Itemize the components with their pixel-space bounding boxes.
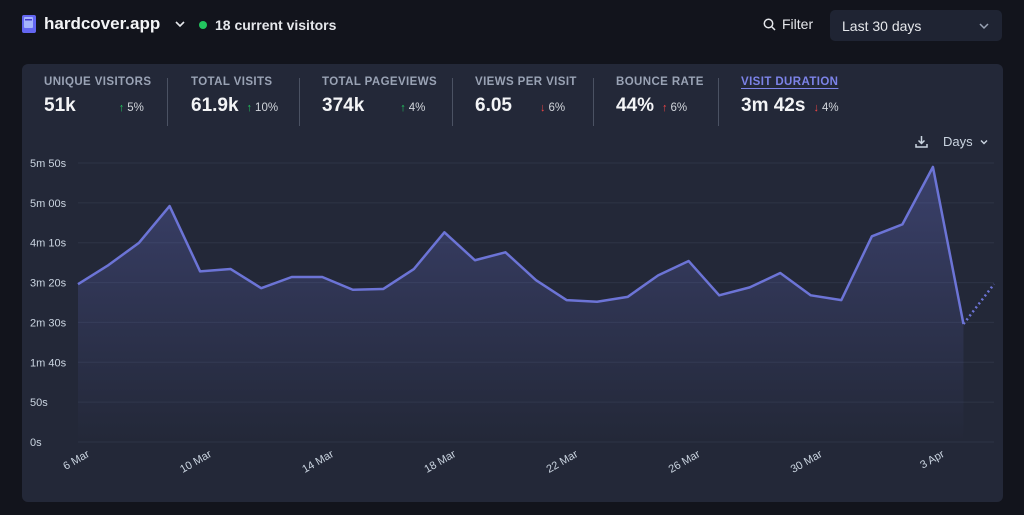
chevron-down-icon [175,21,185,28]
chevron-down-icon [980,139,988,144]
metric-change-value: 10% [255,102,279,114]
arrow-down-icon: ↓ [539,102,546,114]
y-tick-label: 4m 10s [30,238,67,250]
metric-value: 3m 42s [741,95,806,116]
site-name: hardcover.app [44,14,161,33]
metric-total-visits[interactable]: TOTAL VISITS 61.9k ↑ 10% [191,76,278,128]
metric-value: 51k [44,95,76,116]
interval-select[interactable]: Days [943,134,989,149]
x-tick-label: 22 Mar [544,448,580,476]
chart-tools: Days [914,134,989,149]
metric-label: TOTAL PAGEVIEWS [322,76,438,88]
y-tick-label: 2m 30s [30,317,67,329]
metric-divider [452,78,453,126]
x-tick-label: 3 Apr [918,448,947,471]
filter-label: Filter [782,16,814,32]
metric-change-value: 6% [548,102,566,114]
y-tick-label: 0s [30,437,42,449]
metric-change: ↑ 10% [247,102,279,114]
metric-label: VISIT DURATION [741,76,839,88]
x-tick-label: 26 Mar [667,448,703,476]
filter-button[interactable]: Filter [763,16,813,32]
arrow-up-icon: ↑ [246,102,253,114]
chevron-down-icon [979,22,989,29]
download-icon[interactable] [914,134,929,149]
x-tick-label: 14 Mar [300,448,336,476]
series-line [77,165,965,325]
metric-divider [593,78,594,126]
metric-label: TOTAL VISITS [191,76,273,88]
metric-total-pageviews[interactable]: TOTAL PAGEVIEWS 374k ↑ 4% [322,76,437,128]
metric-label: UNIQUE VISITORS [44,76,152,88]
date-range-select[interactable]: Last 30 days [830,10,1002,41]
metric-change: ↑ 4% [400,102,425,114]
metric-change: ↓ 6% [540,102,565,114]
arrow-down-icon: ↓ [813,102,819,114]
arrow-up-icon: ↑ [400,102,406,114]
x-tick-label: 6 Mar [61,448,92,473]
x-tick-label: 30 Mar [789,448,825,476]
series-area [78,166,964,442]
metric-value: 61.9k [191,95,239,116]
metric-value: 374k [322,95,365,116]
metric-divider [167,78,168,126]
metric-change-value: 4% [408,102,426,114]
series-line-incomplete [962,283,995,325]
metric-value: 6.05 [475,95,512,116]
y-tick-label: 1m 40s [30,357,67,369]
metric-label: VIEWS PER VISIT [475,76,577,88]
metric-visit-duration[interactable]: VISIT DURATION 3m 42s ↓ 4% [741,76,839,128]
arrow-up-icon: ↑ [662,102,668,114]
visit-duration-chart: 0s 50s 1m 40s 2m 30s 3m 20s 4m 10s 5m 00s 5m 50… [30,158,995,476]
arrow-up-icon: ↑ [118,102,125,114]
metric-divider [299,78,300,126]
metric-change: ↑ 6% [662,102,687,114]
metric-value: 44% [616,95,655,116]
metric-change-value: 5% [127,102,144,114]
y-tick-label: 5m 50s [30,158,67,170]
search-icon [763,18,776,31]
stats-card: UNIQUE VISITORS 51k ↑ 5% TOTAL VISITS 61… [22,64,1003,502]
metric-change-value: 4% [821,102,839,114]
interval-label: Days [943,134,973,149]
metric-unique-visitors[interactable]: UNIQUE VISITORS 51k ↑ 5% [44,76,151,128]
metric-divider [718,78,719,126]
metric-change: ↓ 4% [813,102,838,114]
metric-label: BOUNCE RATE [616,76,704,88]
site-switcher[interactable]: hardcover.app [22,14,186,34]
metrics-bar: UNIQUE VISITORS 51k ↑ 5% TOTAL VISITS 61… [22,76,1003,128]
y-tick-label: 3m 20s [30,278,67,290]
x-tick-label: 10 Mar [178,448,214,476]
y-tick-label: 5m 00s [30,198,67,210]
date-range-label: Last 30 days [842,17,922,34]
y-tick-label: 50s [30,397,48,409]
metric-change-value: 6% [670,102,688,114]
current-visitors[interactable]: 18 current visitors [199,17,336,33]
metric-views-per-visit[interactable]: VIEWS PER VISIT 6.05 ↓ 6% [475,76,577,128]
metric-change: ↑ 5% [119,102,144,114]
metric-bounce-rate[interactable]: BOUNCE RATE 44% ↑ 6% [616,76,704,128]
book-logo-icon [22,15,36,33]
live-dot-icon [199,21,207,29]
top-bar: hardcover.app 18 current visitors Filter… [0,0,1024,52]
x-tick-label: 18 Mar [422,448,458,476]
current-visitors-text: 18 current visitors [215,17,337,33]
